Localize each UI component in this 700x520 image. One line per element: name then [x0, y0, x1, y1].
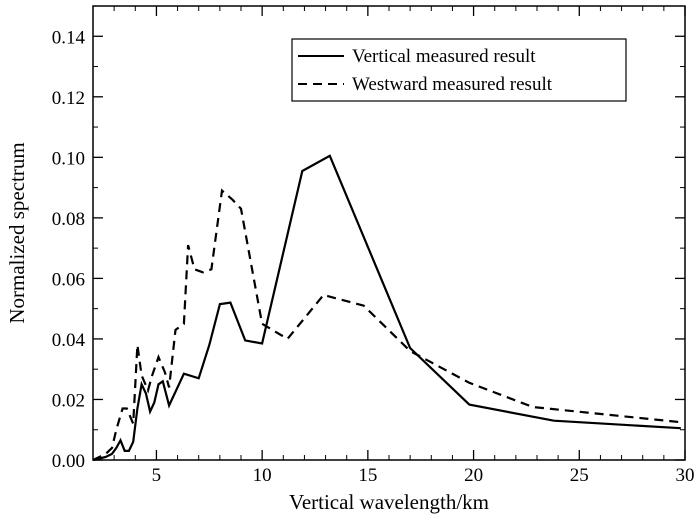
series-lines	[92, 154, 681, 462]
x-tick-label: 30	[676, 465, 695, 486]
x-tick-label: 15	[358, 465, 377, 486]
x-tick-label: 10	[253, 465, 272, 486]
series-line-westward	[92, 188, 681, 461]
y-tick-label: 0.02	[52, 390, 85, 411]
x-tick-label: 25	[570, 465, 589, 486]
x-tick-label: 5	[152, 465, 162, 486]
y-tick-label: 0.06	[52, 269, 85, 290]
y-tick-label: 0.04	[52, 330, 86, 351]
axis-tick-labels: 5 10 15 20 25 30 0.00 0.02 0.04 0.06 0.08 0.10 0.12 0…	[52, 27, 695, 486]
y-tick-label: 0.08	[52, 209, 85, 230]
y-tick-label: 0.14	[52, 27, 86, 48]
legend-label-westward: Westward measured result	[352, 74, 553, 95]
legend-label-vertical: Vertical measured result	[352, 46, 536, 67]
x-axis-title: Vertical wavelength/km	[289, 490, 489, 514]
legend: Vertical measured result Westward measur…	[291, 38, 627, 102]
y-tick-label: 0.10	[52, 148, 85, 169]
axis-ticks	[92, 6, 686, 461]
y-tick-label: 0.12	[52, 88, 85, 109]
legend-box	[291, 38, 627, 102]
y-axis-title: Normalized spectrum	[5, 142, 29, 323]
series-line-vertical	[92, 154, 681, 462]
x-tick-label: 20	[464, 465, 483, 486]
y-tick-label: 0.00	[52, 451, 85, 472]
